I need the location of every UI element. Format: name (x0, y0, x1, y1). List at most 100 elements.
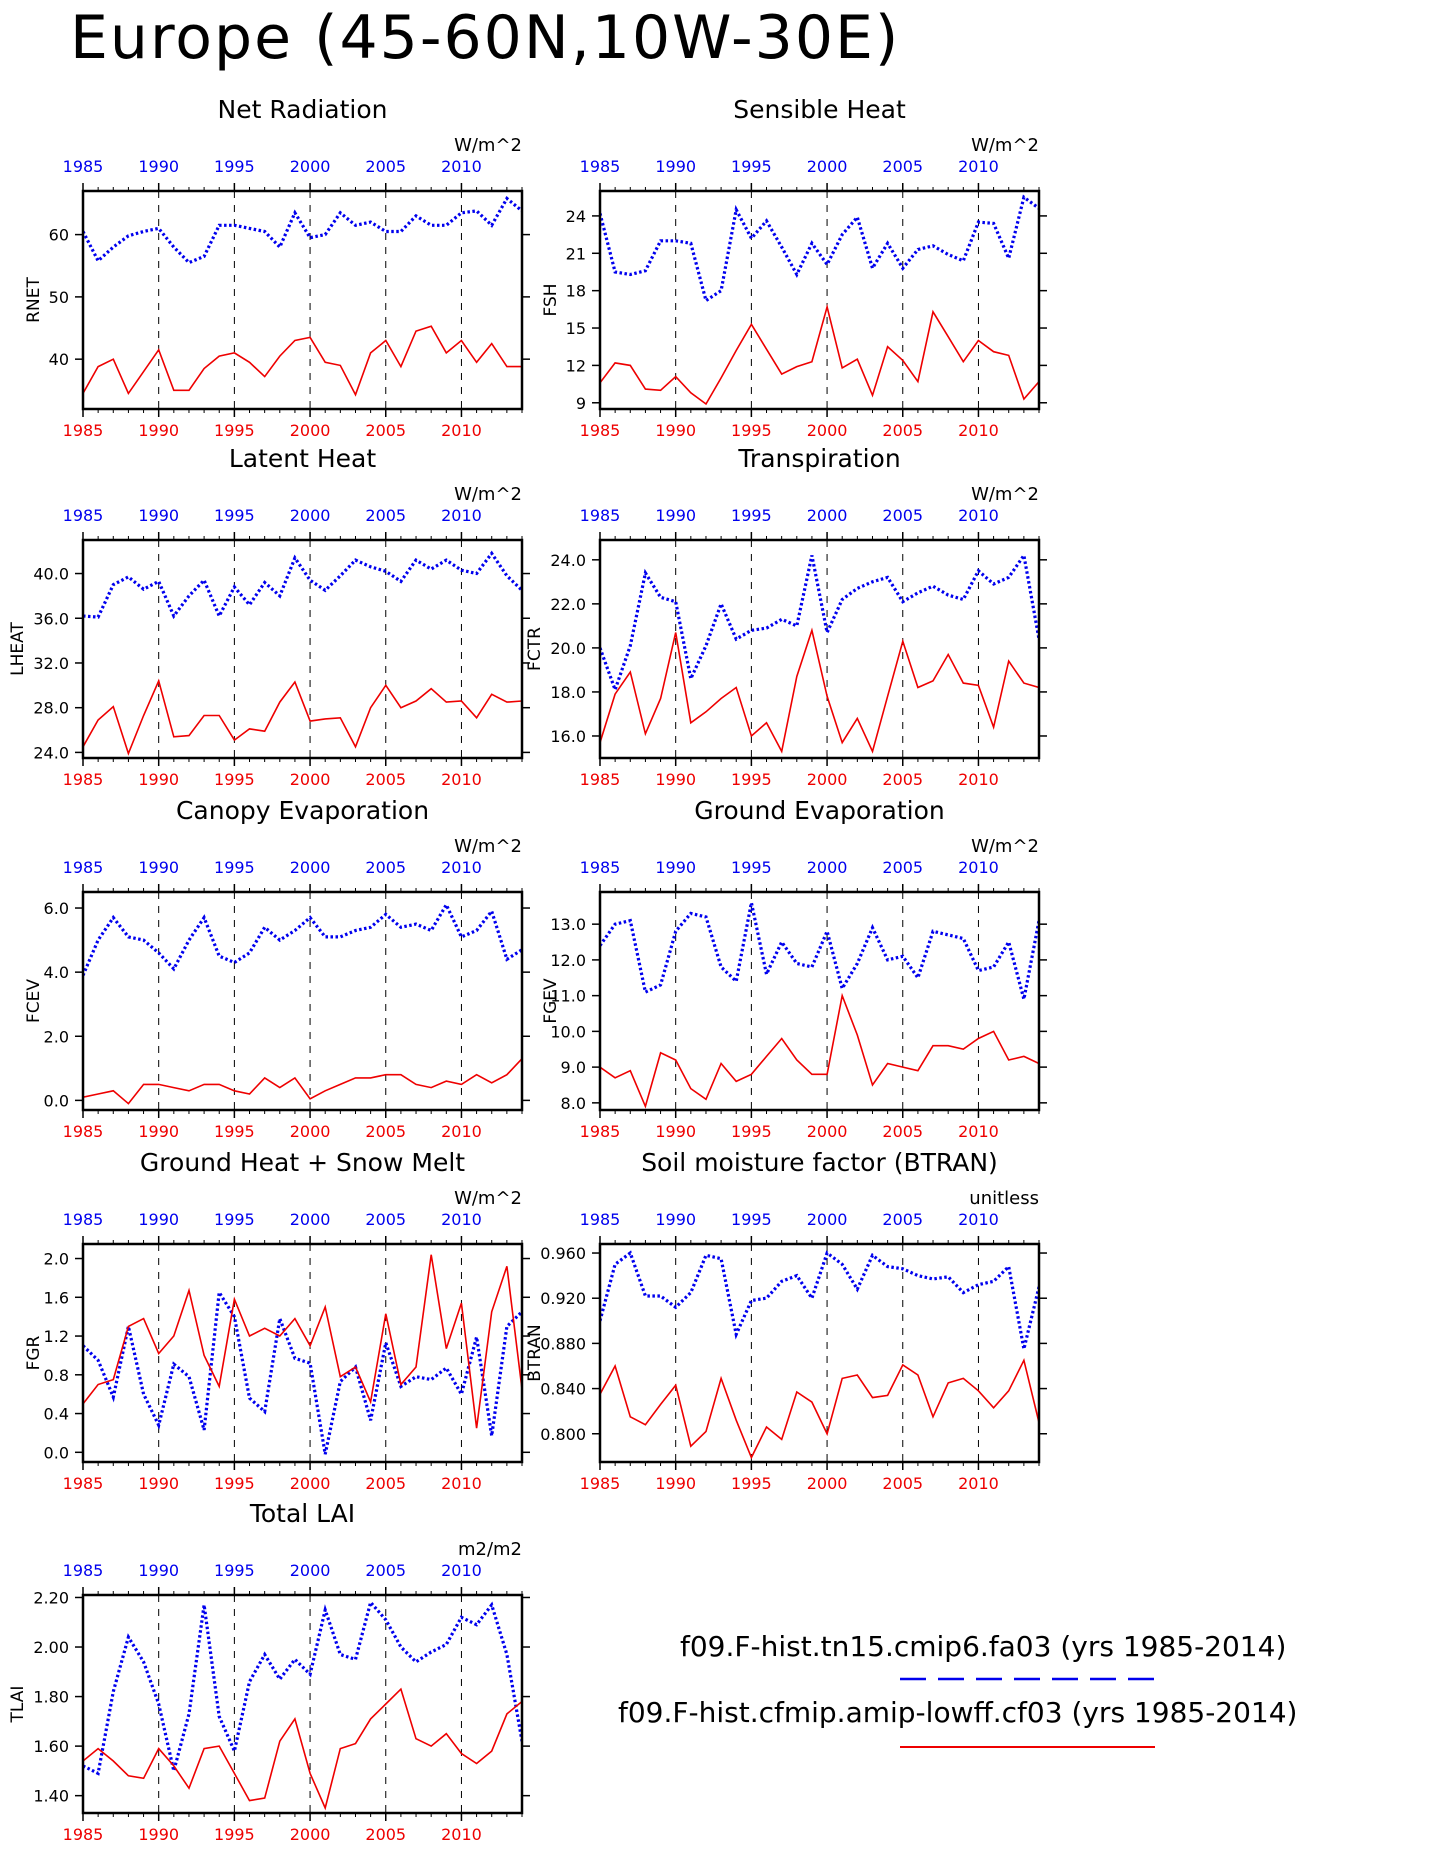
chart-2-series-case1 (600, 194, 1039, 304)
chart-8-frame (598, 1242, 1041, 1464)
chart-1-top-tick-label: 2010 (441, 157, 482, 176)
chart-6-bottom-tick-label: 2000 (807, 1122, 848, 1141)
chart-5-units: W/m^2 (454, 836, 522, 857)
chart-5-bottom-tick-label: 2010 (441, 1122, 482, 1141)
chart-4-top-tick-label: 1985 (580, 506, 621, 525)
chart-2-bottom-tick-label: 1985 (580, 421, 621, 440)
chart-3-y-tick-label: 40.0 (33, 565, 69, 584)
chart-9-bottom-tick-label: 1985 (63, 1825, 104, 1844)
chart-7-series-case2 (83, 1254, 522, 1429)
chart-9-top-tick-label: 1995 (214, 1561, 255, 1580)
chart-2-frame (598, 189, 1041, 411)
chart-4-top-tick-label: 2000 (807, 506, 848, 525)
chart-4-bottom-tick-label: 1985 (580, 770, 621, 789)
chart-2-ylabel: FSH (541, 283, 561, 316)
chart-9-top-tick-label: 2005 (365, 1561, 406, 1580)
chart-2-bottom-tick-label: 2000 (807, 421, 848, 440)
chart-6-top-tick-label: 1990 (655, 858, 696, 877)
chart-7-units: W/m^2 (454, 1188, 522, 1209)
chart-2-y-tick-label: 12 (566, 356, 586, 375)
chart-1-units: W/m^2 (454, 135, 522, 156)
chart-3-top-tick-label: 2000 (290, 506, 331, 525)
chart-3-series-case1 (83, 550, 522, 620)
chart-8-bottom-tick-label: 2010 (958, 1474, 999, 1493)
chart-2-top-tick-label: 2005 (882, 157, 923, 176)
chart-1-bottom-tick-label: 1995 (214, 421, 255, 440)
chart-9-top-tick-label: 1990 (138, 1561, 179, 1580)
chart-6-title: Ground Evaporation (694, 796, 944, 825)
chart-1-bottom-tick-label: 2010 (441, 421, 482, 440)
chart-6-y-tick-label: 13.0 (550, 915, 586, 934)
chart-4-units: W/m^2 (971, 484, 1039, 505)
chart-7-frame (81, 1242, 524, 1464)
chart-9-y-tick-label: 1.80 (33, 1688, 69, 1707)
chart-7-top-tick-label: 2005 (365, 1210, 406, 1229)
chart-2-top-tick-label: 1990 (655, 157, 696, 176)
chart-4-y-tick-label: 22.0 (550, 595, 586, 614)
chart-1-y-tick-label: 40 (49, 350, 69, 369)
legend-case2-line (900, 1746, 1155, 1748)
chart-9-bottom-tick-label: 2000 (290, 1825, 331, 1844)
chart-5-bottom-tick-label: 1995 (214, 1122, 255, 1141)
chart-2-top-tick-label: 2000 (807, 157, 848, 176)
chart-8-bottom-tick-label: 1985 (580, 1474, 621, 1493)
chart-5-top-tick-label: 2010 (441, 858, 482, 877)
chart-8-bottom-tick-label: 2000 (807, 1474, 848, 1493)
chart-8-bottom-tick-label: 1990 (655, 1474, 696, 1493)
chart-2-y-tick-label: 9 (576, 394, 586, 413)
chart-5-bottom-tick-label: 2000 (290, 1122, 331, 1141)
chart-3-y-tick-label: 28.0 (33, 699, 69, 718)
chart-1-top-tick-label: 1985 (63, 157, 104, 176)
chart-7-y-tick-label: 1.6 (44, 1288, 69, 1307)
chart-3-title: Latent Heat (229, 444, 377, 473)
chart-7-bottom-tick-label: 2000 (290, 1474, 331, 1493)
chart-8-top-tick-label: 2000 (807, 1210, 848, 1229)
chart-1-series-case2 (83, 325, 522, 397)
chart-9-series-case1 (83, 1599, 522, 1776)
chart-7-y-tick-label: 0.4 (44, 1405, 69, 1424)
chart-6-top-tick-label: 2000 (807, 858, 848, 877)
chart-4-bottom-tick-label: 2010 (958, 770, 999, 789)
chart-9-y-tick-label: 2.20 (33, 1588, 69, 1607)
chart-8-y-tick-label: 0.800 (540, 1425, 586, 1444)
chart-5-y-tick-label: 0.0 (44, 1091, 69, 1110)
chart-5-top-tick-label: 2000 (290, 858, 331, 877)
chart-9-series-case2 (83, 1687, 522, 1811)
chart-2-bottom-tick-label: 2005 (882, 421, 923, 440)
chart-6-frame (598, 890, 1041, 1112)
chart-4-top-tick-label: 2005 (882, 506, 923, 525)
chart-9-ylabel: TLAI (8, 1686, 28, 1724)
chart-7-top-tick-label: 2010 (441, 1210, 482, 1229)
chart-2-title: Sensible Heat (733, 95, 906, 124)
chart-4-y-tick-label: 20.0 (550, 639, 586, 658)
chart-6-y-tick-label: 8.0 (561, 1094, 586, 1113)
chart-6-top-tick-label: 2005 (882, 858, 923, 877)
chart-9-bottom-tick-label: 2010 (441, 1825, 482, 1844)
chart-6-top-tick-label: 1995 (731, 858, 772, 877)
chart-6-y-tick-label: 9.0 (561, 1058, 586, 1077)
chart-3-frame (81, 538, 524, 760)
chart-3-bottom-tick-label: 1990 (138, 770, 179, 789)
chart-7-bottom-tick-label: 1985 (63, 1474, 104, 1493)
chart-6-bottom-tick-label: 1990 (655, 1122, 696, 1141)
chart-9-title: Total LAI (249, 1499, 355, 1528)
chart-8-bottom-tick-label: 1995 (731, 1474, 772, 1493)
chart-5-title: Canopy Evaporation (176, 796, 429, 825)
chart-7-top-tick-label: 1985 (63, 1210, 104, 1229)
chart-7-bottom-tick-label: 2005 (365, 1474, 406, 1493)
chart-4-bottom-tick-label: 1990 (655, 770, 696, 789)
chart-2-top-tick-label: 1995 (731, 157, 772, 176)
chart-5-bottom-tick-label: 2005 (365, 1122, 406, 1141)
chart-1-bottom-tick-label: 1985 (63, 421, 104, 440)
legend: f09.F-hist.tn15.cmip6.fa03 (yrs 1985-201… (0, 1620, 1438, 1760)
chart-5-bottom-tick-label: 1990 (138, 1122, 179, 1141)
chart-2-bottom-tick-label: 2010 (958, 421, 999, 440)
chart-9-bottom-tick-label: 2005 (365, 1825, 406, 1844)
chart-8-title: Soil moisture factor (BTRAN) (641, 1148, 998, 1177)
chart-9-y-tick-label: 1.60 (33, 1737, 69, 1756)
chart-6-y-tick-label: 10.0 (550, 1022, 586, 1041)
chart-2-top-tick-label: 2010 (958, 157, 999, 176)
chart-8-series-case1 (600, 1250, 1039, 1350)
chart-7-y-tick-label: 0.8 (44, 1366, 69, 1385)
chart-5-frame (81, 890, 524, 1112)
